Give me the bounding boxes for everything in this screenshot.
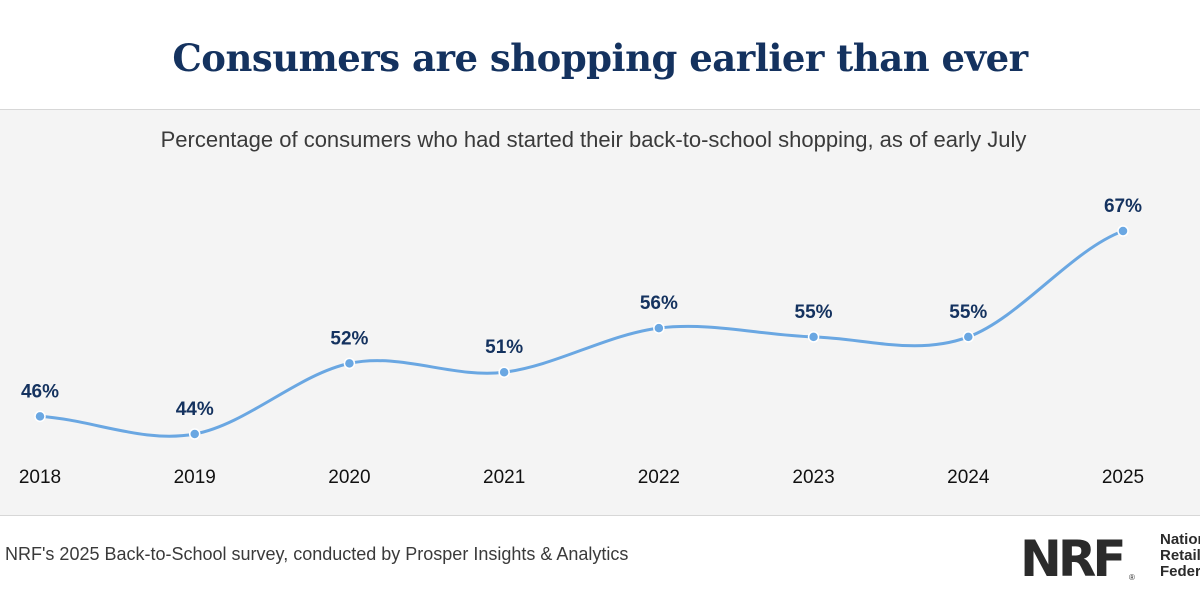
logo-wordmark: National Retail Federation [1160, 532, 1200, 580]
x-tick-label: 2019 [174, 467, 216, 488]
chart-subtitle: Percentage of consumers who had started … [160, 127, 1027, 152]
logo-line: Retail [1160, 547, 1200, 564]
chart-panel [0, 110, 1200, 516]
x-tick-label: 2022 [638, 467, 680, 488]
source-note: NRF's 2025 Back-to-School survey, conduc… [5, 544, 629, 564]
page-title: Consumers are shopping earlier than ever [172, 36, 1028, 80]
data-label: 46% [21, 381, 59, 402]
logo-line: National [1160, 532, 1200, 548]
data-label: 56% [640, 293, 678, 314]
header: Consumers are shopping earlier than ever [0, 0, 1200, 110]
series-line [39, 229, 1124, 438]
logo-registered-mark: ® [1129, 573, 1135, 582]
data-point [962, 331, 975, 343]
data-label: 55% [795, 302, 833, 323]
x-tick-label: 2020 [328, 467, 370, 488]
data-label: 67% [1104, 196, 1142, 217]
data-label: 51% [485, 337, 523, 358]
logo-line: Federation [1160, 563, 1200, 580]
data-label: 52% [330, 328, 368, 349]
logo-mark: NRF [1020, 530, 1126, 588]
data-point [343, 357, 356, 370]
x-tick-label: 2021 [483, 467, 525, 488]
x-tick-label: 2018 [19, 467, 61, 488]
data-point [1117, 225, 1129, 237]
data-point [498, 366, 510, 378]
x-tick-label: 2024 [947, 467, 990, 488]
data-label: 44% [176, 399, 214, 420]
data-point [34, 410, 46, 423]
data-point [807, 331, 820, 343]
data-point [653, 322, 665, 334]
footer [0, 517, 1200, 600]
data-label: 55% [949, 302, 987, 323]
x-tick-label: 2023 [792, 467, 834, 488]
line-chart: 46% 2018 44% 2019 52% 2020 51% 2021 56% 2022 55% 20… [19, 196, 1144, 488]
data-point [188, 428, 201, 440]
x-tick-label: 2025 [1102, 467, 1144, 488]
